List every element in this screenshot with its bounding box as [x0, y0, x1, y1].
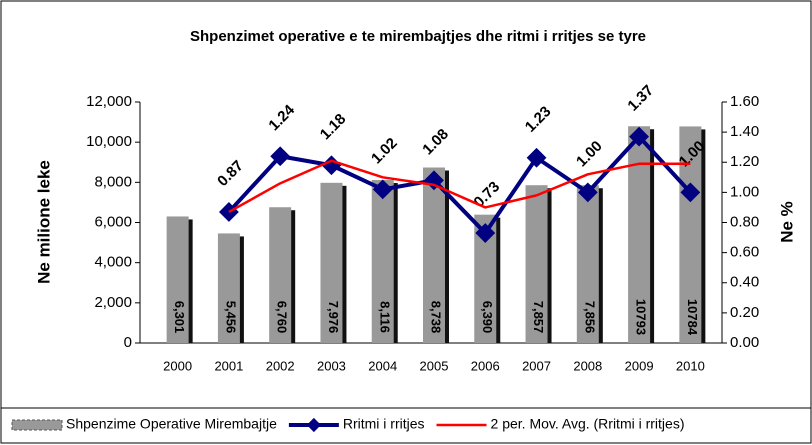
- y2-tick-label: 0.60: [730, 244, 759, 261]
- y2-tick-label: 0.40: [730, 274, 759, 291]
- bar: [628, 126, 651, 343]
- y2-axis-title: Ne %: [777, 201, 796, 243]
- x-tick-label: 2007: [522, 358, 551, 373]
- x-tick-label: 2009: [625, 358, 654, 373]
- bar: [576, 185, 599, 343]
- y2-tick-label: 0.80: [730, 213, 759, 230]
- legend-label: Rritmi i rritjes: [343, 416, 425, 432]
- chart-title: Shpenzimet operative e te mirembajtjes d…: [190, 28, 646, 45]
- x-tick-label: 2005: [420, 358, 449, 373]
- bar: [474, 214, 497, 343]
- y-tick-label: 4,000: [94, 254, 132, 271]
- bar: [423, 167, 445, 343]
- line-marker: [270, 146, 291, 167]
- bar: [269, 207, 292, 343]
- x-tick-label: 2004: [368, 358, 397, 373]
- line-marker: [321, 155, 342, 176]
- line-series: [228, 159, 691, 214]
- legend-label: Shpenzime Operative Mirembajtje: [66, 416, 277, 432]
- line-series: [227, 134, 692, 236]
- bar-value-label: 5,456: [223, 301, 238, 334]
- bar-value-label: 7,976: [326, 301, 341, 334]
- bar-value-label: 10793: [634, 299, 649, 335]
- y-tick-label: 8,000: [94, 173, 132, 190]
- x-tick-label: 2003: [317, 358, 346, 373]
- y-axis-title: Ne milione leke: [34, 160, 53, 284]
- y-tick-label: 10,000: [86, 133, 132, 150]
- bar-value-label: 10784: [685, 299, 700, 336]
- bar-value-label: 8,116: [377, 301, 392, 333]
- x-tick-label: 2010: [676, 358, 705, 373]
- line-marker: [475, 223, 496, 243]
- y2-tick-label: 0.00: [730, 334, 759, 351]
- y2-tick-label: 1.20: [730, 153, 759, 170]
- y-tick-label: 2,000: [94, 294, 132, 311]
- bar-value-label: 7,856: [582, 301, 597, 334]
- bar-value-label: 7,857: [531, 301, 546, 334]
- bar-value-label: 6,390: [480, 301, 495, 334]
- x-tick-label: 2000: [163, 358, 192, 373]
- bar-value-label: 6,760: [275, 301, 290, 334]
- y-tick-label: 6,000: [94, 213, 132, 230]
- y2-tick-label: 1.00: [730, 183, 759, 200]
- bar: [166, 216, 189, 343]
- x-tick-label: 2006: [471, 358, 500, 373]
- y2-tick-label: 1.40: [730, 123, 759, 140]
- legend-label: 2 per. Mov. Avg. (Rritmi i rritjes): [491, 416, 685, 432]
- legend-marker: [306, 417, 321, 433]
- bar: [525, 185, 548, 343]
- bar: [679, 126, 702, 344]
- line-marker: [372, 179, 393, 200]
- y-tick-label: 12,000: [86, 93, 132, 110]
- bar-value-label: 8,738: [429, 301, 444, 334]
- y2-tick-label: 0.20: [730, 304, 759, 321]
- x-tick-label: 2002: [266, 358, 295, 373]
- bar: [320, 182, 343, 343]
- x-tick-label: 2008: [573, 358, 602, 373]
- x-tick-label: 2001: [214, 358, 243, 373]
- legend-swatch: [11, 419, 63, 431]
- bar: [371, 180, 394, 343]
- y2-tick-label: 1.60: [730, 93, 759, 110]
- bar: [217, 233, 240, 343]
- bar-value-label: 6,301: [172, 301, 187, 334]
- y-tick-label: 0: [124, 334, 132, 351]
